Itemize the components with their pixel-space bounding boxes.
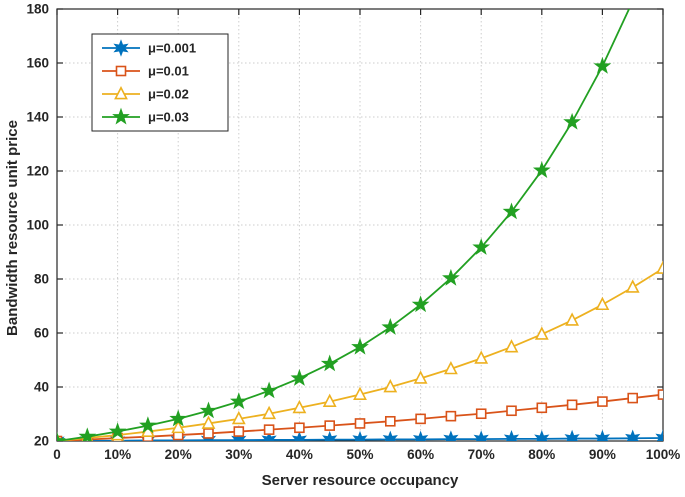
legend-label: μ=0.02 <box>148 87 189 102</box>
y-axis-label: Bandwidth resource unit price <box>4 120 21 336</box>
x-tick-label: 100% <box>646 447 681 462</box>
y-tick-label: 20 <box>34 434 49 449</box>
series-μ=0.01 <box>57 389 663 441</box>
x-tick-label: 70% <box>468 447 495 462</box>
y-tick-label: 180 <box>26 2 49 17</box>
y-tick-label: 100 <box>26 218 49 233</box>
y-tick-label: 80 <box>34 272 49 287</box>
x-tick-label: 40% <box>286 447 313 462</box>
x-tick-label: 20% <box>165 447 192 462</box>
x-tick-label: 60% <box>407 447 434 462</box>
legend-label: μ=0.03 <box>148 110 189 125</box>
legend: μ=0.001 μ=0.01 μ=0.02 μ=0.03 <box>91 33 229 132</box>
legend-label: μ=0.001 <box>148 41 196 56</box>
x-tick-label: 50% <box>346 447 373 462</box>
legend-label: μ=0.01 <box>148 64 189 79</box>
x-tick-label: 0 <box>53 447 61 462</box>
y-tick-label: 160 <box>26 56 49 71</box>
x-tick-label: 30% <box>225 447 252 462</box>
series-μ=0.001 <box>57 429 663 441</box>
series-μ=0.02 <box>57 260 663 441</box>
x-tick-label: 10% <box>104 447 131 462</box>
y-tick-label: 60 <box>34 326 49 341</box>
x-tick-label: 80% <box>528 447 555 462</box>
x-tick-label: 90% <box>589 447 616 462</box>
series-μ=0.03 <box>57 9 631 441</box>
x-axis-label: Server resource occupancy <box>261 472 459 489</box>
y-tick-label: 40 <box>34 380 49 395</box>
y-tick-label: 120 <box>26 164 49 179</box>
y-tick-label: 140 <box>26 110 49 125</box>
